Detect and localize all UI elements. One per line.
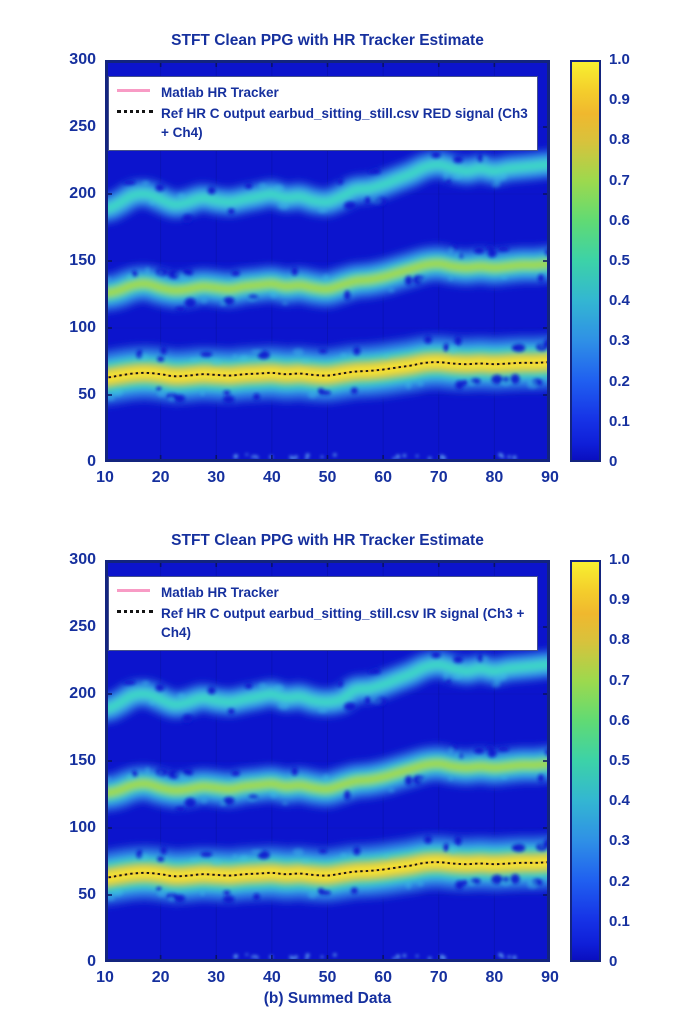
x-axis-tick-label: 70 — [429, 469, 448, 486]
pink-line-swatch-icon — [117, 583, 161, 592]
legend-label: Matlab HR Tracker — [161, 585, 279, 600]
legend-item-ref: Ref HR C output earbud_sitting_still.csv… — [117, 604, 529, 643]
colorbar-tick-label: 0.7 — [609, 671, 630, 689]
y-axis-tick-label: 50 — [78, 886, 96, 903]
colorbar-tick-label: 0.8 — [609, 131, 630, 149]
legend-item-ref: Ref HR C output earbud_sitting_still.csv… — [117, 104, 529, 143]
colorbar-tick-label: 0.2 — [609, 872, 630, 890]
y-axis-tick-label: 150 — [69, 252, 96, 269]
x-axis-tick-label: 20 — [151, 969, 170, 986]
colorbar-tick-label: 0 — [609, 953, 618, 970]
y-axis-tick-label: 0 — [87, 953, 96, 970]
y-axis-tick-label: 300 — [69, 551, 96, 568]
spectrogram-panel-ir: STFT Clean PPG with HR Tracker Estimate … — [0, 530, 700, 1030]
y-axis-tick-label: 200 — [69, 185, 96, 202]
legend-item-tracker: Matlab HR Tracker — [117, 583, 529, 603]
colorbar-tick-label: 0.1 — [609, 412, 630, 430]
x-axis-tick-label: 40 — [262, 969, 281, 986]
y-axis-tick-label: 300 — [69, 51, 96, 68]
panel-title: STFT Clean PPG with HR Tracker Estimate — [171, 32, 484, 49]
dotted-line-swatch-icon — [117, 104, 161, 113]
y-axis-tick-label: 250 — [69, 618, 96, 635]
x-axis-tick-label: 30 — [207, 969, 226, 986]
colorbar-tick-label: 0 — [609, 453, 618, 470]
y-axis-tick-label: 50 — [78, 386, 96, 403]
colorbar — [570, 60, 601, 462]
x-axis-tick-label: 60 — [374, 969, 393, 986]
x-axis-tick-label: 60 — [374, 469, 393, 486]
legend-box: Matlab HR Tracker Ref HR C output earbud… — [108, 76, 538, 151]
colorbar — [570, 560, 601, 962]
y-axis-tick-label: 150 — [69, 752, 96, 769]
colorbar-tick-label: 0.6 — [609, 711, 630, 729]
legend-box: Matlab HR Tracker Ref HR C output earbud… — [108, 576, 538, 651]
colorbar-tick-label: 0.1 — [609, 912, 630, 930]
colorbar-tick-label: 0.4 — [609, 292, 630, 310]
colorbar-tick-label: 0.7 — [609, 171, 630, 189]
colorbar-tick-label: 0.3 — [609, 332, 630, 350]
colorbar-tick-label: 0.5 — [609, 252, 630, 269]
dotted-line-swatch-icon — [117, 604, 161, 613]
x-axis-tick-label: 50 — [318, 469, 337, 486]
legend-item-tracker: Matlab HR Tracker — [117, 83, 529, 103]
y-axis-tick-label: 0 — [87, 453, 96, 470]
x-axis-tick-label: 90 — [541, 969, 559, 986]
colorbar-tick-label: 0.9 — [609, 91, 630, 109]
pink-line-swatch-icon — [117, 83, 161, 92]
colorbar-tick-label: 0.3 — [609, 832, 630, 850]
colorbar-tick-label: 1.0 — [609, 51, 630, 68]
colorbar-tick-label: 0.5 — [609, 752, 630, 769]
y-axis-tick-label: 100 — [69, 819, 96, 836]
figure-caption: (b) Summed Data — [263, 990, 392, 1007]
spectrogram-panel-red: STFT Clean PPG with HR Tracker Estimate … — [0, 30, 700, 530]
x-axis-tick-label: 80 — [485, 469, 504, 486]
x-axis-tick-label: 40 — [262, 469, 281, 486]
x-axis-tick-label: 20 — [151, 469, 170, 486]
legend-label: Matlab HR Tracker — [161, 85, 279, 100]
colorbar-tick-label: 0.8 — [609, 631, 630, 649]
y-axis-tick-label: 250 — [69, 118, 96, 135]
panel-title: STFT Clean PPG with HR Tracker Estimate — [171, 532, 484, 549]
x-axis-tick-label: 30 — [207, 469, 226, 486]
colorbar-tick-label: 1.0 — [609, 551, 630, 568]
x-axis-tick-label: 10 — [96, 969, 114, 986]
legend-label: Ref HR C output earbud_sitting_still.csv… — [161, 605, 525, 641]
x-axis-tick-label: 70 — [429, 969, 448, 986]
x-axis-tick-label: 10 — [96, 469, 114, 486]
colorbar-tick-label: 0.2 — [609, 372, 630, 390]
y-axis-tick-label: 200 — [69, 685, 96, 702]
colorbar-tick-label: 0.9 — [609, 591, 630, 609]
colorbar-tick-label: 0.6 — [609, 211, 630, 229]
x-axis-tick-label: 90 — [541, 469, 559, 486]
x-axis-tick-label: 80 — [485, 969, 504, 986]
x-axis-tick-label: 50 — [318, 969, 337, 986]
colorbar-tick-label: 0.4 — [609, 792, 630, 810]
legend-label: Ref HR C output earbud_sitting_still.csv… — [161, 105, 528, 141]
y-axis-tick-label: 100 — [69, 319, 96, 336]
